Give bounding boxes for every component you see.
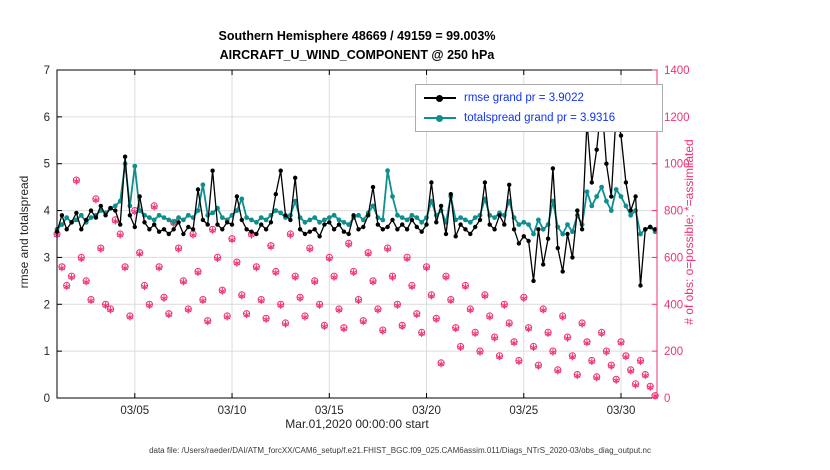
svg-text:03/05: 03/05 <box>120 405 149 417</box>
svg-text:1000: 1000 <box>664 159 690 171</box>
y-axis-label-left: rmse and totalspread <box>17 175 31 289</box>
svg-text:1400: 1400 <box>664 65 690 77</box>
svg-text:3: 3 <box>44 252 50 264</box>
svg-text:0: 0 <box>44 393 50 405</box>
svg-text:4: 4 <box>44 206 51 218</box>
y-axis-label-right: # of obs: o=possible; *=assimilated <box>682 139 696 325</box>
chart-subtitle: AIRCRAFT_U_WIND_COMPONENT @ 250 hPa <box>219 48 495 62</box>
svg-text:0: 0 <box>664 393 670 405</box>
svg-text:200: 200 <box>664 346 683 358</box>
svg-text:600: 600 <box>664 252 683 264</box>
legend-entry-rmse: rmse grand pr = 3.9022 <box>424 90 654 106</box>
datafile-path: data file: /Users/raeder/DAI/ATM_forcXX/… <box>149 446 651 455</box>
dot-marker-icon <box>436 114 443 122</box>
tick-labels: 03/05 03/10 03/15 03/20 03/25 03/30 0 1 2 3 4 5 6 7 0 2… <box>44 65 690 417</box>
chart-title: Southern Hemisphere 48669 / 49159 = 99.0… <box>218 29 496 43</box>
svg-text:03/25: 03/25 <box>509 405 538 417</box>
chart-title-block: Southern Hemisphere 48669 / 49159 = 99.0… <box>57 27 657 65</box>
x-axis-label: Mar.01,2020 00:00:00 start <box>285 417 429 431</box>
legend-label-totalspread: totalspread grand pr = 3.9316 <box>464 112 616 124</box>
totalspread-line <box>54 161 658 237</box>
assimilated-obs-markers <box>53 177 659 400</box>
svg-text:5: 5 <box>44 159 50 171</box>
rmse-line-sample-icon <box>424 93 456 104</box>
svg-text:1: 1 <box>44 346 50 358</box>
svg-text:03/30: 03/30 <box>607 405 636 417</box>
legend: rmse grand pr = 3.9022 totalspread grand… <box>415 84 663 132</box>
rmse-line <box>54 98 658 288</box>
svg-text:800: 800 <box>664 206 683 218</box>
legend-label-rmse: rmse grand pr = 3.9022 <box>464 92 584 104</box>
totalspread-line-sample-icon <box>424 113 456 124</box>
svg-text:03/20: 03/20 <box>412 405 441 417</box>
legend-entry-totalspread: totalspread grand pr = 3.9316 <box>424 110 654 126</box>
svg-text:03/15: 03/15 <box>315 405 344 417</box>
dot-marker-icon <box>436 94 443 102</box>
svg-text:03/10: 03/10 <box>218 405 247 417</box>
svg-text:400: 400 <box>664 299 683 311</box>
svg-text:1200: 1200 <box>664 112 690 124</box>
svg-text:2: 2 <box>44 299 50 311</box>
svg-text:6: 6 <box>44 112 50 124</box>
svg-text:7: 7 <box>44 65 50 77</box>
